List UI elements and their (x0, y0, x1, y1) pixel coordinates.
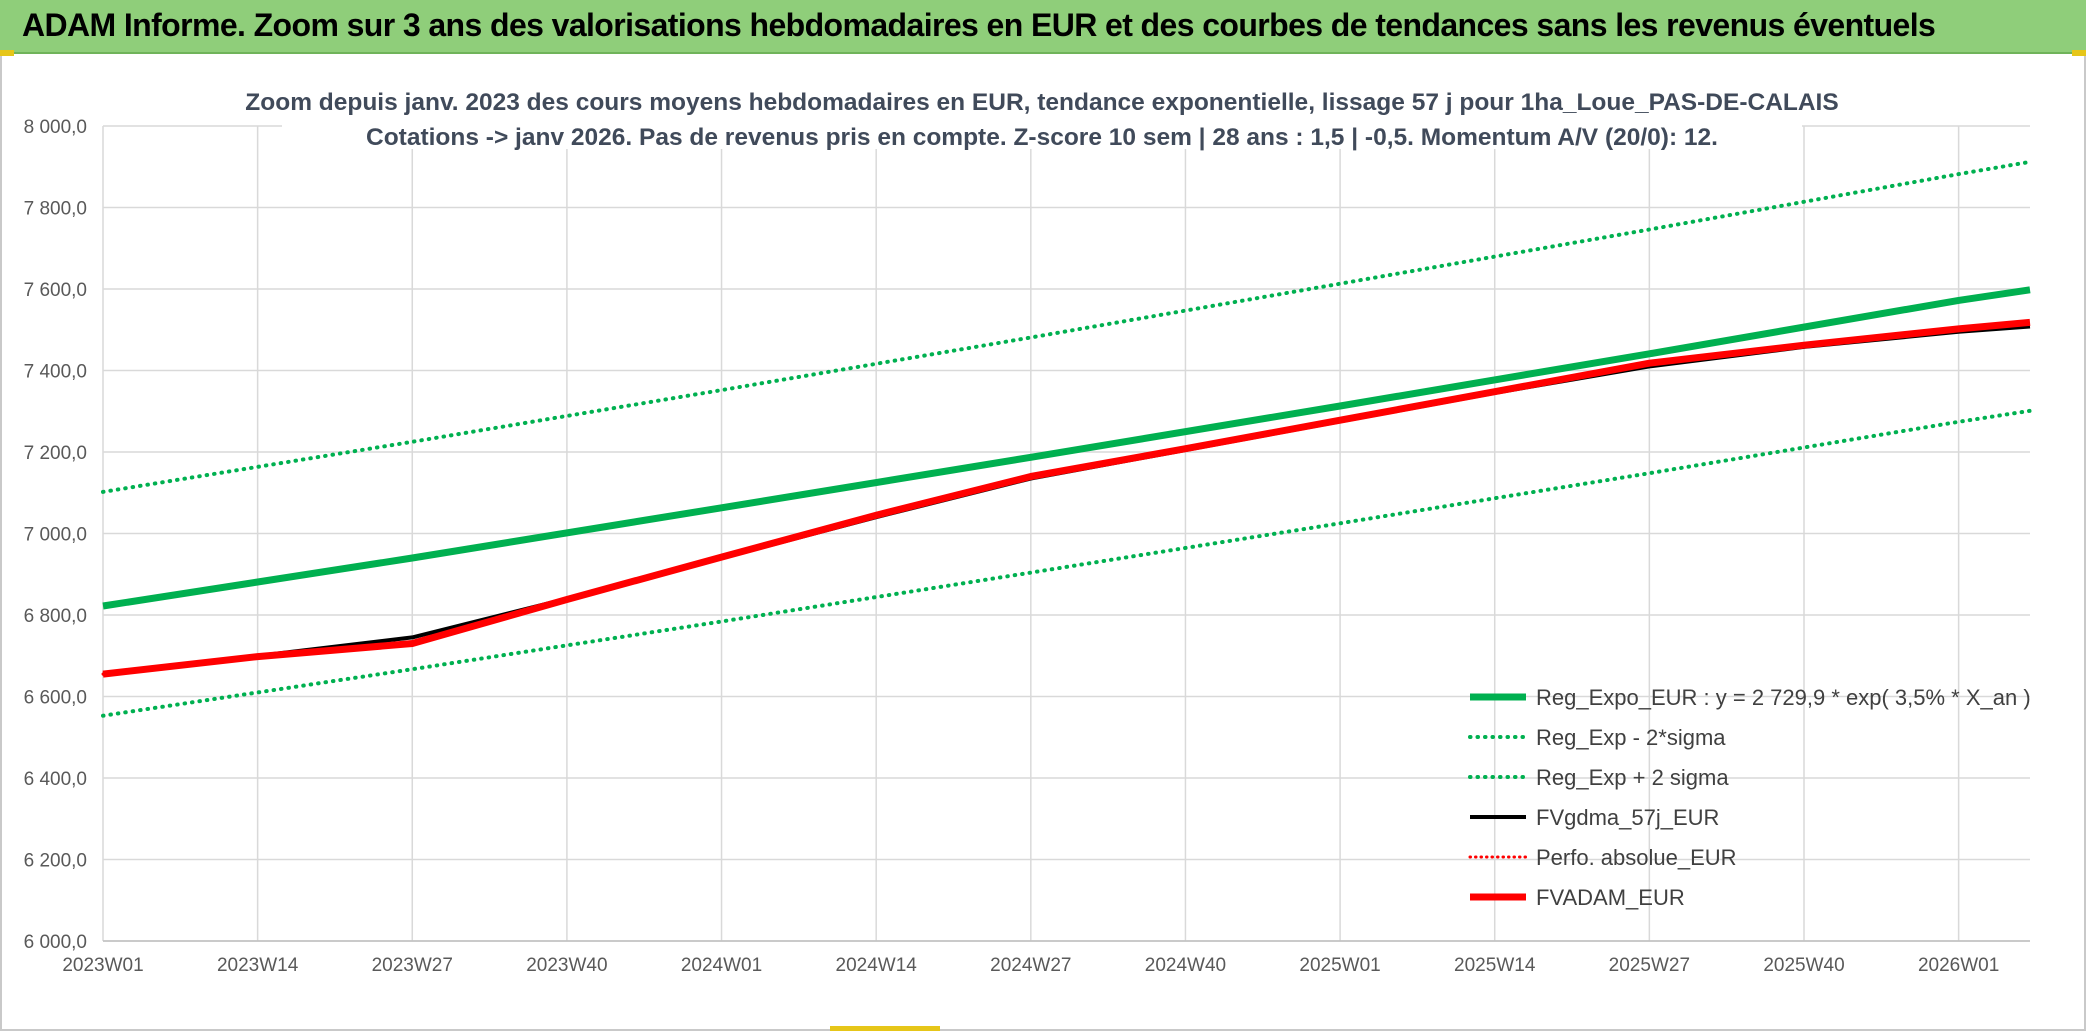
y-tick-label: 6 600,0 (24, 688, 87, 709)
y-tick-label: 7 600,0 (24, 280, 87, 301)
chart-area: 6 000,0 6 200,0 6 400,0 6 600,0 6 800,0 7 000… (0, 56, 2086, 1031)
series-line (101, 159, 2032, 494)
x-tick-label: 2025W14 (1454, 955, 1536, 976)
y-tick-label: 8 000,0 (24, 117, 87, 138)
series-line (102, 286, 2031, 610)
legend-label: Reg_Exp + 2 sigma (1536, 765, 1729, 790)
x-tick-label: 2024W27 (990, 955, 1071, 976)
gridlines (102, 125, 2030, 942)
banner-accent-right (2072, 50, 2086, 56)
series-line (102, 318, 2031, 678)
x-tick-label: 2025W27 (1609, 955, 1690, 976)
y-tick-label: 7 200,0 (24, 443, 87, 464)
x-tick-label: 2024W14 (836, 955, 918, 976)
series-lines (101, 159, 2032, 718)
chart-title-line1: Zoom depuis janv. 2023 des cours moyens … (245, 89, 1838, 116)
x-tick-label: 2023W14 (217, 955, 299, 976)
axis-labels: 6 000,0 6 200,0 6 400,0 6 600,0 6 800,0 7 000… (24, 117, 2000, 976)
y-tick-label: 6 800,0 (24, 606, 87, 627)
legend-label: Perfo. absolue_EUR (1536, 845, 1737, 870)
x-tick-label: 2026W01 (1918, 955, 1999, 976)
x-tick-label: 2023W01 (62, 955, 143, 976)
x-tick-label: 2025W01 (1299, 955, 1380, 976)
report-banner: ADAM Informe. Zoom sur 3 ans des valoris… (0, 0, 2086, 54)
frame-accent-bottom (830, 1026, 940, 1031)
x-tick-label: 2025W40 (1763, 955, 1844, 976)
chart-title-background (282, 73, 1802, 149)
y-tick-label: 6 400,0 (24, 769, 87, 790)
legend-label: FVgdma_57j_EUR (1536, 805, 1719, 830)
series-line (102, 324, 2031, 677)
x-tick-label: 2023W27 (372, 955, 453, 976)
legend-label: FVADAM_EUR (1536, 885, 1685, 910)
y-tick-label: 7 400,0 (24, 362, 87, 383)
x-tick-label: 2024W01 (681, 955, 762, 976)
x-tick-label: 2023W40 (526, 955, 607, 976)
legend-label: Reg_Exp - 2*sigma (1536, 725, 1726, 750)
y-tick-label: 6 000,0 (24, 932, 87, 953)
banner-accent-left (0, 50, 14, 56)
line-chart: 6 000,0 6 200,0 6 400,0 6 600,0 6 800,0 7 000… (24, 73, 2032, 976)
report-title: ADAM Informe. Zoom sur 3 ans des valoris… (22, 7, 1936, 43)
y-tick-label: 6 200,0 (24, 851, 87, 872)
x-tick-label: 2024W40 (1145, 955, 1226, 976)
series-line (101, 408, 2032, 718)
y-tick-label: 7 000,0 (24, 525, 87, 546)
legend-label: Reg_Expo_EUR : y = 2 729,9 * exp( 3,5% *… (1536, 685, 2031, 710)
chart-title-line2: Cotations -> janv 2026. Pas de revenus p… (366, 124, 1718, 151)
series-line (101, 320, 2032, 676)
y-tick-label: 7 800,0 (24, 199, 87, 220)
legend: Reg_Expo_EUR : y = 2 729,9 * exp( 3,5% *… (1468, 685, 2031, 910)
